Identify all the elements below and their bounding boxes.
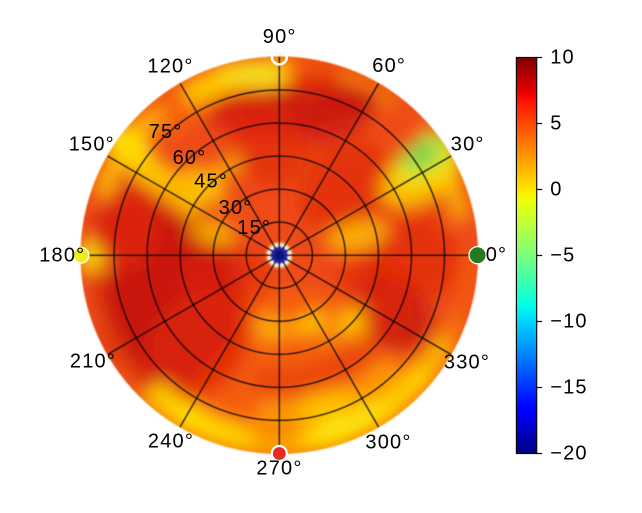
svg-text:90°: 90° (263, 26, 297, 48)
svg-text:60°: 60° (173, 147, 207, 169)
svg-text:150°: 150° (69, 134, 115, 156)
svg-text:−20: −20 (550, 443, 588, 465)
svg-text:15°: 15° (237, 217, 271, 239)
svg-text:0°: 0° (486, 244, 508, 266)
svg-text:120°: 120° (147, 56, 193, 78)
svg-text:0: 0 (550, 179, 562, 201)
svg-text:210°: 210° (70, 351, 116, 373)
svg-text:5: 5 (550, 113, 562, 135)
svg-text:30°: 30° (451, 134, 485, 156)
svg-text:180°: 180° (39, 244, 85, 266)
svg-text:240°: 240° (148, 431, 194, 453)
svg-text:60°: 60° (372, 55, 406, 77)
svg-text:300°: 300° (365, 432, 411, 454)
svg-text:10: 10 (550, 47, 575, 69)
svg-text:−10: −10 (550, 311, 588, 333)
svg-text:−5: −5 (550, 245, 575, 267)
svg-text:−15: −15 (550, 377, 588, 399)
svg-text:45°: 45° (194, 170, 228, 192)
svg-text:270°: 270° (256, 458, 302, 480)
svg-text:330°: 330° (444, 352, 490, 374)
svg-text:75°: 75° (149, 121, 183, 143)
svg-text:30°: 30° (219, 197, 253, 219)
